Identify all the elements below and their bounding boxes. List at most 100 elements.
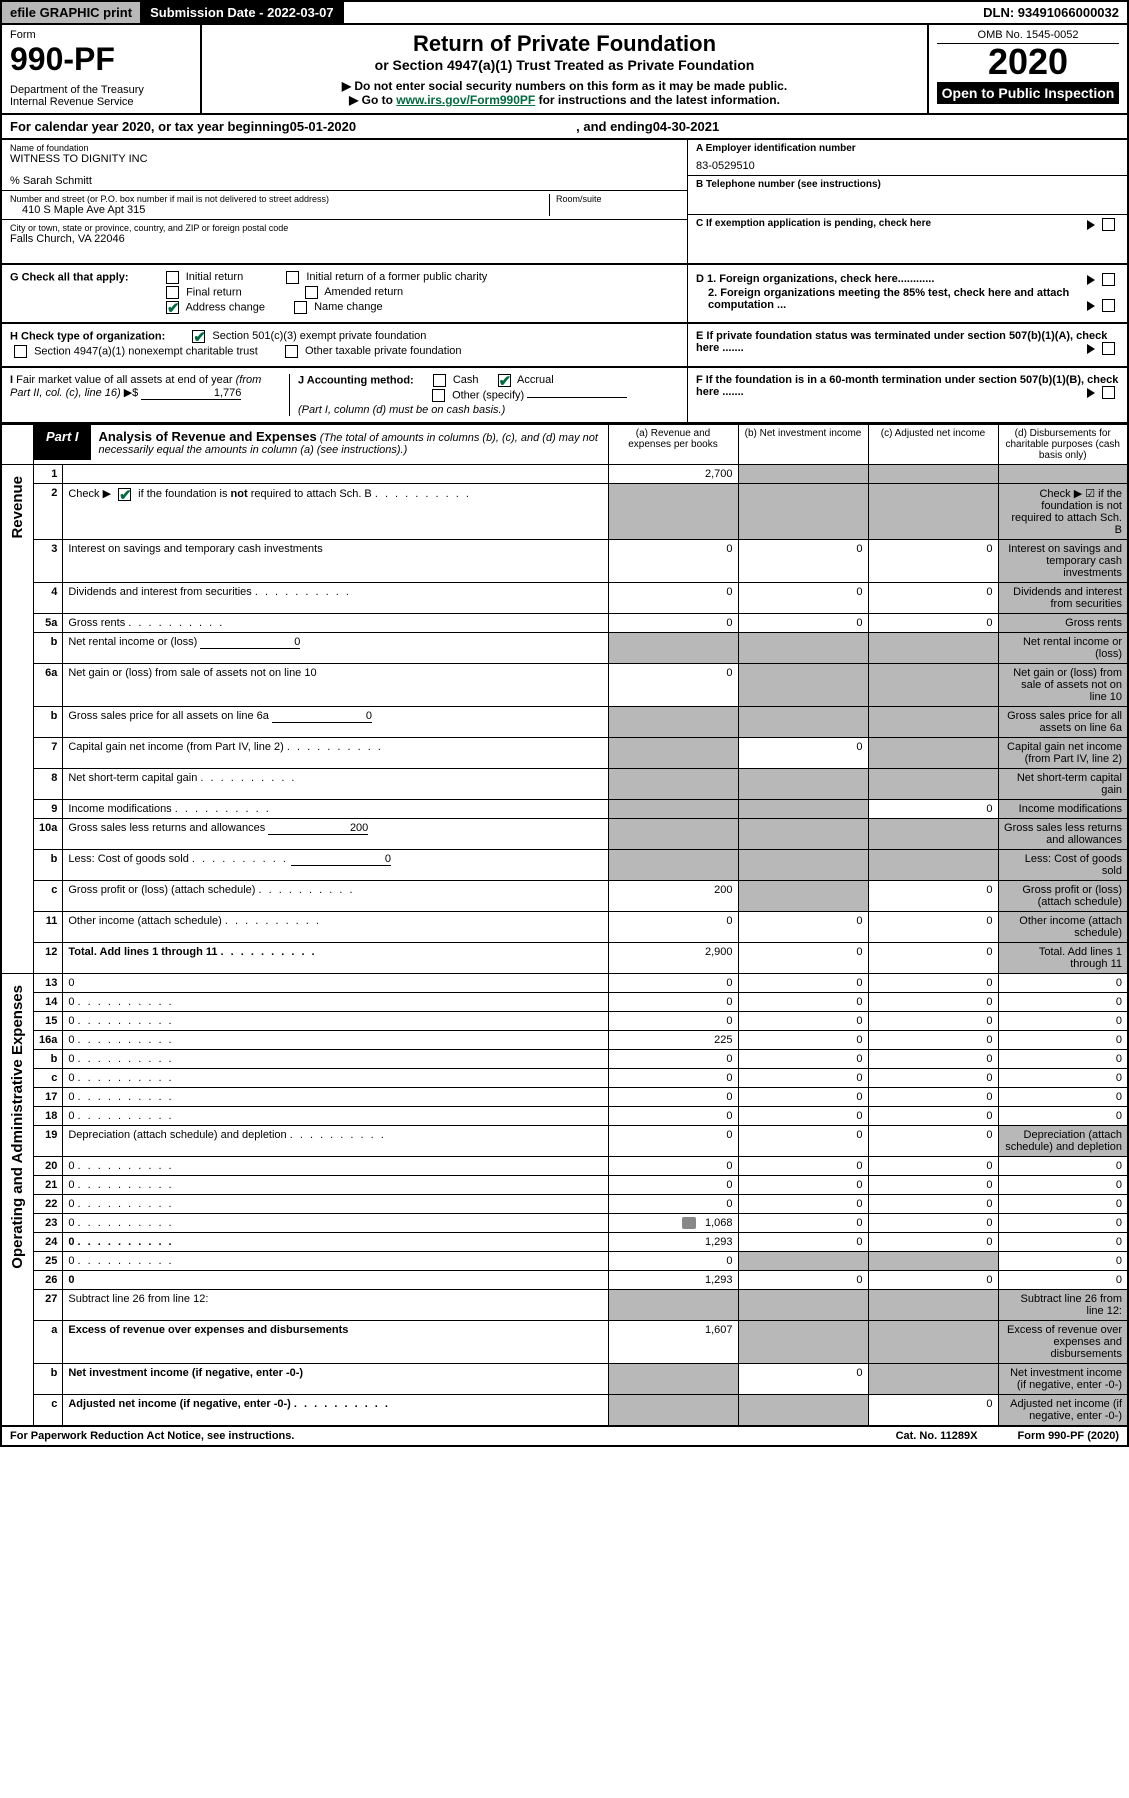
- cell-b: 0: [738, 1012, 868, 1031]
- cell-d: 0: [998, 993, 1128, 1012]
- address-change-checkbox[interactable]: [166, 301, 179, 314]
- ein-label: A Employer identification number: [696, 143, 856, 154]
- cell-c: 0: [868, 1157, 998, 1176]
- note2-pre: ▶ Go to: [349, 93, 396, 107]
- schedule-icon[interactable]: [682, 1217, 696, 1229]
- e-checkbox[interactable]: [1102, 342, 1115, 355]
- cell-c: [868, 1252, 998, 1271]
- line-description: Net rental income or (loss) 0: [63, 633, 608, 664]
- cell-d: Income modifications: [998, 800, 1128, 819]
- cell-a: 0: [608, 1252, 738, 1271]
- cell-d: Excess of revenue over expenses and disb…: [998, 1321, 1128, 1364]
- line-number: 16a: [34, 1031, 63, 1050]
- instructions-link[interactable]: www.irs.gov/Form990PF: [396, 93, 535, 107]
- j-note: (Part I, column (d) must be on cash basi…: [298, 404, 679, 416]
- cell-c: 0: [868, 1069, 998, 1088]
- d1-checkbox[interactable]: [1102, 273, 1115, 286]
- efile-print-button[interactable]: efile GRAPHIC print: [2, 2, 142, 23]
- cell-a: 0: [608, 1107, 738, 1126]
- line-description: 0: [63, 993, 608, 1012]
- sch-b-checkbox[interactable]: [118, 488, 131, 501]
- g-opt-3: Amended return: [324, 286, 403, 298]
- 501c3-checkbox[interactable]: [192, 330, 205, 343]
- table-row: 230 1,068000: [1, 1214, 1128, 1233]
- table-row: 2Check ▶ if the foundation is not requir…: [1, 484, 1128, 540]
- line-description: Income modifications: [63, 800, 608, 819]
- cal-mid: , and ending: [576, 119, 653, 134]
- table-row: cGross profit or (loss) (attach schedule…: [1, 881, 1128, 912]
- exemption-pending-label: C If exemption application is pending, c…: [696, 218, 931, 229]
- check-section-g: G Check all that apply: Initial return I…: [0, 265, 1129, 324]
- cell-b: [738, 465, 868, 484]
- table-row: 220 0000: [1, 1195, 1128, 1214]
- cell-d: 0: [998, 1252, 1128, 1271]
- line-description: Net short-term capital gain: [63, 769, 608, 800]
- name-change-checkbox[interactable]: [294, 301, 307, 314]
- cell-b: [738, 484, 868, 540]
- cell-d: Gross sales less returns and allowances: [998, 819, 1128, 850]
- other-taxable-checkbox[interactable]: [285, 345, 298, 358]
- arrow-icon: [1087, 301, 1095, 311]
- cell-b: [738, 664, 868, 707]
- cell-c: 0: [868, 993, 998, 1012]
- g-opt-4: Address change: [185, 301, 265, 313]
- line-description: 0: [63, 1069, 608, 1088]
- line-description: Dividends and interest from securities: [63, 583, 608, 614]
- line-description: 0: [63, 1088, 608, 1107]
- cell-a: 1,607: [608, 1321, 738, 1364]
- 4947-checkbox[interactable]: [14, 345, 27, 358]
- d2-checkbox[interactable]: [1102, 299, 1115, 312]
- cell-c: 0: [868, 881, 998, 912]
- exemption-checkbox[interactable]: [1102, 218, 1115, 231]
- line-description: 0: [63, 1012, 608, 1031]
- cash-checkbox[interactable]: [433, 374, 446, 387]
- cell-c: 0: [868, 800, 998, 819]
- cell-a: 0: [608, 1050, 738, 1069]
- col-c-header: (c) Adjusted net income: [868, 425, 998, 465]
- table-row: 150 0000: [1, 1012, 1128, 1031]
- cell-c: 0: [868, 1107, 998, 1126]
- line-description: 0: [63, 1050, 608, 1069]
- line-number: c: [34, 881, 63, 912]
- table-row: bGross sales price for all assets on lin…: [1, 707, 1128, 738]
- cell-d: Interest on savings and temporary cash i…: [998, 540, 1128, 583]
- page-footer: For Paperwork Reduction Act Notice, see …: [0, 1427, 1129, 1447]
- cell-a: 0: [608, 912, 738, 943]
- cell-a: [608, 738, 738, 769]
- line-description: 0: [63, 1271, 608, 1290]
- cell-a: 1,068: [608, 1214, 738, 1233]
- cell-d: Dividends and interest from securities: [998, 583, 1128, 614]
- arrow-icon: [1087, 220, 1095, 230]
- form-id-block: Form 990-PF Department of the TreasuryIn…: [2, 25, 202, 113]
- other-method-checkbox[interactable]: [432, 389, 445, 402]
- line-description: 0: [63, 1214, 608, 1233]
- cell-c: 0: [868, 1050, 998, 1069]
- cell-c: 0: [868, 1088, 998, 1107]
- cell-b: 0: [738, 1233, 868, 1252]
- initial-return-checkbox[interactable]: [166, 271, 179, 284]
- f-checkbox[interactable]: [1102, 386, 1115, 399]
- table-row: 240 1,293000: [1, 1233, 1128, 1252]
- initial-former-checkbox[interactable]: [286, 271, 299, 284]
- cell-c: [868, 850, 998, 881]
- cell-c: [868, 664, 998, 707]
- j-opt-0: Cash: [453, 374, 479, 386]
- line-number: 19: [34, 1126, 63, 1157]
- table-row: 11Other income (attach schedule) 000Othe…: [1, 912, 1128, 943]
- cell-d: Subtract line 26 from line 12:: [998, 1290, 1128, 1321]
- amended-checkbox[interactable]: [305, 286, 318, 299]
- g-opt-5: Name change: [314, 301, 383, 313]
- cell-b: 0: [738, 974, 868, 993]
- cell-b: [738, 1290, 868, 1321]
- final-return-checkbox[interactable]: [166, 286, 179, 299]
- h-opt-1: Section 4947(a)(1) nonexempt charitable …: [34, 345, 258, 357]
- line-number: 9: [34, 800, 63, 819]
- cell-b: 0: [738, 1364, 868, 1395]
- cell-c: 0: [868, 912, 998, 943]
- care-of: % Sarah Schmitt: [10, 175, 679, 187]
- accrual-checkbox[interactable]: [498, 374, 511, 387]
- cell-b: 0: [738, 1176, 868, 1195]
- table-row: 5aGross rents 000Gross rents: [1, 614, 1128, 633]
- cell-c: 0: [868, 1395, 998, 1427]
- table-row: 12Total. Add lines 1 through 11 2,90000T…: [1, 943, 1128, 974]
